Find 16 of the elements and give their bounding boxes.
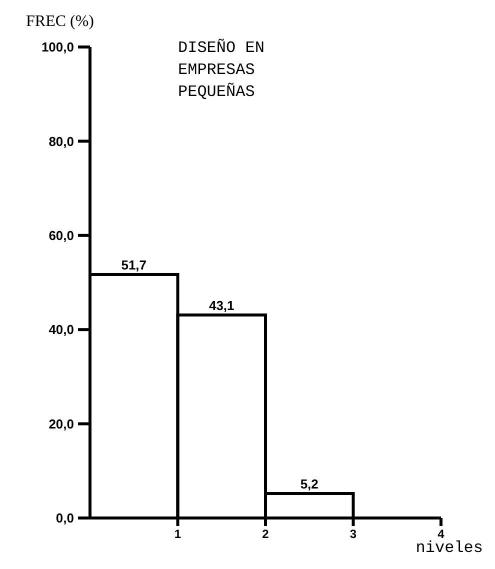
y-tick-label: 80,0	[48, 134, 74, 149]
y-tick-label: 40,0	[48, 322, 74, 338]
y-tick-label: 0,0	[56, 510, 74, 526]
x-tick-label: 3	[350, 527, 357, 541]
y-tick-label: 20,0	[48, 416, 74, 432]
x-tick-label: 2	[262, 527, 270, 541]
data-label: 51,7	[121, 257, 147, 272]
data-label: 5,2	[300, 476, 318, 492]
y-tick-label: 100,0	[41, 40, 74, 55]
x-tick-label: 4	[438, 527, 445, 541]
text: DISEÑO EN EMPRESAS PEQUEÑAS	[178, 38, 264, 101]
data-label: 43,1	[208, 298, 234, 313]
x-axis-title: niveles	[416, 539, 483, 557]
y-tick-label: 60,0	[48, 228, 74, 243]
y-axis-title: FREC (%)	[26, 13, 94, 30]
x-tick-label: 1	[174, 527, 182, 541]
